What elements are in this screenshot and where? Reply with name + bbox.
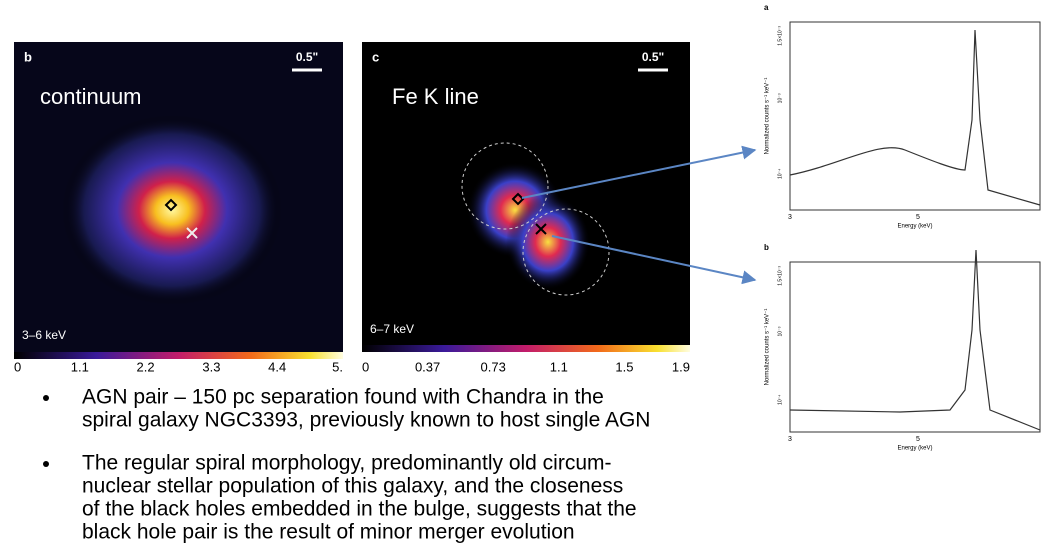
bullet-text: The regular spiral morphology, predomina…	[82, 452, 612, 475]
region	[461, 142, 549, 230]
spectrum	[789, 249, 1041, 431]
y-tick-label: 10⁻³	[777, 326, 783, 336]
cross	[535, 223, 547, 235]
y-axis-label: Normalized counts s⁻¹ keV⁻¹	[765, 78, 771, 155]
scale-label: 0.5"	[296, 50, 318, 64]
spectrum	[789, 29, 1041, 206]
colorbar-label: 5.	[332, 359, 343, 374]
panel-title: Fe K line	[392, 84, 479, 109]
colorbar-label: 0	[14, 359, 21, 374]
colorbar-label: 2.2	[137, 359, 155, 374]
diamond	[511, 192, 525, 206]
colorbar-label: 1.5	[615, 359, 633, 374]
plot-frame	[789, 261, 1041, 433]
bullet-text: AGN pair – 150 pc separation found with …	[82, 386, 604, 409]
region	[522, 208, 610, 296]
colorbar-label: 3.3	[202, 359, 220, 374]
colorbar	[14, 352, 343, 359]
y-tick-label: 1.5×10⁻³	[777, 26, 783, 46]
colorbar-label: 1.1	[71, 359, 89, 374]
y-tick-label: 10⁻³	[777, 93, 783, 103]
x-tick-label: 3	[788, 436, 792, 443]
panel-label: b	[24, 49, 32, 64]
colorbar-label: 1.9	[672, 359, 690, 374]
y-tick-label: 1.5×10⁻³	[777, 266, 783, 286]
x-axis-label: Energy (keV)	[897, 446, 932, 452]
x-tick-label: 5	[916, 436, 920, 443]
bullet-text: spiral galaxy NGC3393, previously known …	[82, 409, 650, 432]
colorbar-label: 4.4	[268, 359, 286, 374]
colorbar	[362, 345, 690, 352]
x-tick-label: 3	[788, 214, 792, 221]
bullet-dot	[43, 461, 49, 467]
diamond	[164, 198, 178, 212]
y-tick-label: 10⁻⁴	[777, 395, 783, 405]
bullet-text: black hole pair is the result of minor m…	[82, 521, 575, 544]
y-tick-label: 10⁻⁴	[777, 169, 783, 179]
colorbar-label: 1.1	[550, 359, 568, 374]
colorbar-label: 0	[362, 359, 369, 374]
x-axis-label: Energy (keV)	[897, 224, 932, 230]
emission	[506, 194, 590, 290]
y-axis-label: Normalized counts s⁻¹ keV⁻¹	[765, 309, 771, 386]
cross	[186, 227, 198, 239]
colorbar-label: 0.73	[481, 359, 506, 374]
band-label: 3–6 keV	[22, 328, 66, 342]
arrow	[551, 235, 757, 285]
x-tick-label: 5	[916, 214, 920, 221]
bullet-dot	[43, 395, 49, 401]
band-label: 6–7 keV	[370, 322, 414, 336]
scale-label: 0.5"	[642, 50, 664, 64]
arrow	[521, 145, 757, 199]
bullet-text: nuclear stellar population of this galax…	[82, 475, 623, 498]
bullet-text: of the black holes embedded in the bulge…	[82, 498, 637, 521]
plot-label: a	[764, 3, 769, 12]
panel-title: continuum	[40, 84, 142, 109]
plot-label: b	[764, 243, 769, 252]
plot-frame	[789, 21, 1041, 211]
panel-label: c	[372, 49, 379, 64]
colorbar-label: 0.37	[415, 359, 440, 374]
